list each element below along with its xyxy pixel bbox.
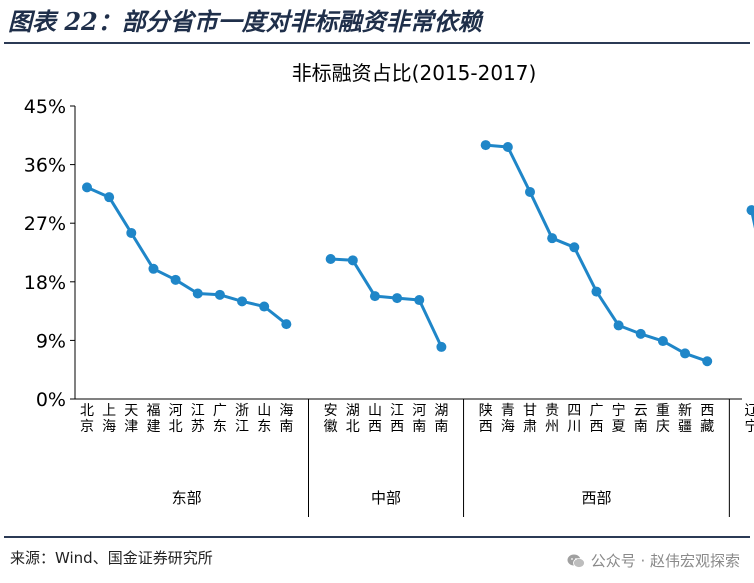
x-tick-label: 云南 [634, 403, 648, 435]
figure-title: 图表 22：部分省市一度对非标融资非常依赖 [8, 7, 482, 36]
x-tick-label: 重庆 [656, 403, 670, 435]
data-point [82, 182, 92, 193]
data-point [414, 295, 425, 306]
x-tick-label: 湖南 [434, 403, 448, 435]
data-point [591, 286, 602, 297]
x-tick-label: 河南 [412, 403, 426, 435]
x-tick-label: 浙江 [235, 403, 249, 435]
x-tick-label: 江西 [390, 403, 404, 435]
data-point [547, 233, 558, 244]
data-point [635, 328, 646, 339]
data-point [702, 356, 713, 367]
x-tick-label: 陕西 [479, 403, 493, 435]
data-point [746, 205, 754, 216]
data-point [148, 263, 159, 274]
group-label: 中部 [371, 489, 401, 507]
data-point [237, 296, 248, 307]
x-tick-label: 安徽 [324, 403, 338, 435]
data-point [436, 341, 447, 352]
x-tick-label: 新疆 [678, 403, 692, 435]
series-line-2 [330, 257, 443, 348]
x-tick-label: 四川 [567, 403, 581, 435]
y-tick-label: 36% [24, 155, 66, 177]
data-point [126, 227, 137, 238]
y-tick-label: 9% [36, 330, 66, 352]
data-point [480, 140, 491, 151]
group-label: 东部 [172, 489, 202, 507]
y-tick-label: 18% [24, 272, 66, 294]
data-point [325, 254, 336, 265]
y-tick-label: 45% [24, 96, 66, 118]
x-tick-label: 福建 [146, 403, 160, 435]
data-point [347, 255, 358, 266]
data-point [281, 319, 292, 330]
x-tick-label: 北京 [80, 403, 94, 435]
data-point [613, 320, 624, 331]
data-point [657, 336, 668, 347]
x-tick-label: 山西 [368, 403, 382, 435]
x-tick-label: 辽宁 [745, 403, 754, 435]
x-tick-label: 宁夏 [612, 402, 626, 435]
data-point [192, 288, 203, 299]
x-tick-label: 海南 [279, 403, 293, 435]
group-label: 西部 [581, 489, 611, 507]
watermark: 公众号 · 赵伟宏观探索 [567, 550, 740, 572]
wechat-icon [567, 554, 585, 568]
x-tick-label: 甘肃 [523, 403, 537, 435]
data-point [502, 142, 513, 153]
bottom-divider [4, 536, 750, 538]
x-tick-label: 江苏 [191, 403, 205, 435]
source-note: 来源：Wind、国金证券研究所 [10, 549, 213, 567]
x-tick-label: 贵州 [545, 403, 559, 435]
data-point [259, 301, 270, 312]
watermark-text: 公众号 · 赵伟宏观探索 [590, 552, 740, 570]
data-point [569, 242, 580, 253]
line-chart: 非标融资占比(2015-2017) 0% 9% 18% 27% 36% 45% 北京上海天津福… [24, 61, 754, 517]
data-point [170, 274, 181, 285]
x-tick-label: 湖北 [346, 403, 360, 435]
x-tick-label: 上海 [102, 403, 116, 435]
y-tick-label: 27% [24, 213, 66, 235]
data-point [525, 186, 535, 197]
data-point [104, 192, 115, 203]
data-point [680, 348, 691, 359]
data-point [369, 291, 380, 302]
x-tick-label: 广西 [589, 403, 603, 435]
data-point [392, 293, 403, 304]
x-tick-label: 青海 [501, 403, 515, 435]
title-divider [4, 42, 750, 44]
series-line-3 [485, 143, 708, 363]
x-tick-label: 广东 [213, 403, 227, 435]
x-tick-label: 山东 [257, 403, 271, 435]
x-tick-label: 天津 [124, 403, 138, 435]
series-line-1 [86, 186, 288, 326]
x-tick-label: 西藏 [700, 403, 714, 435]
data-point [214, 289, 225, 300]
chart-title: 非标融资占比(2015-2017) [292, 61, 537, 85]
x-tick-label: 河北 [169, 403, 183, 435]
y-tick-label: 0% [36, 389, 66, 411]
